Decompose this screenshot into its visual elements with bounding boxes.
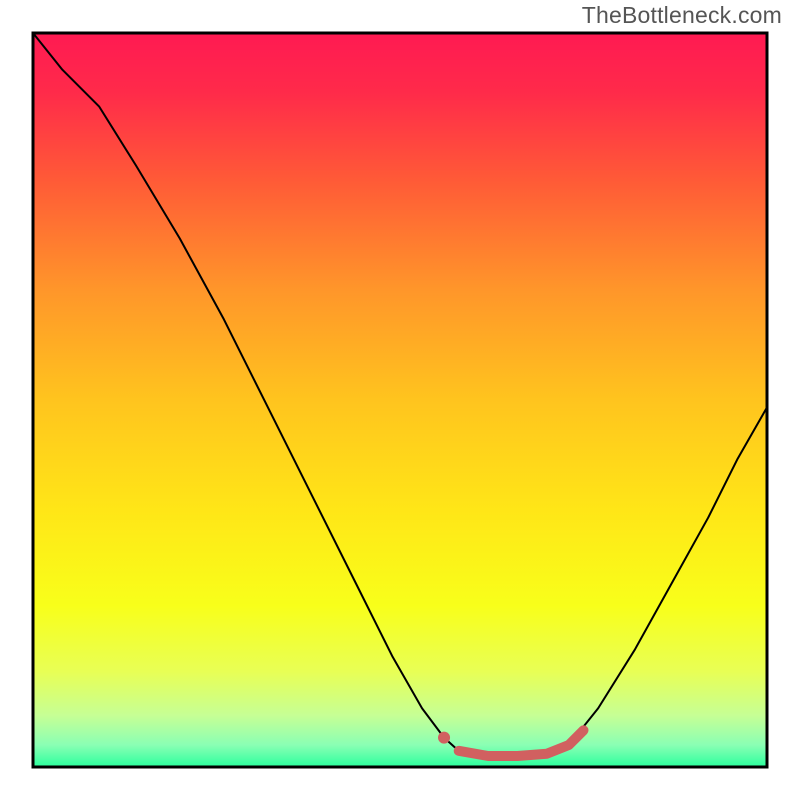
watermark-text: TheBottleneck.com	[582, 2, 782, 29]
bottleneck-chart	[0, 0, 800, 800]
optimal-point-marker	[438, 732, 450, 744]
plot-background	[33, 33, 767, 767]
chart-frame: TheBottleneck.com	[0, 0, 800, 800]
